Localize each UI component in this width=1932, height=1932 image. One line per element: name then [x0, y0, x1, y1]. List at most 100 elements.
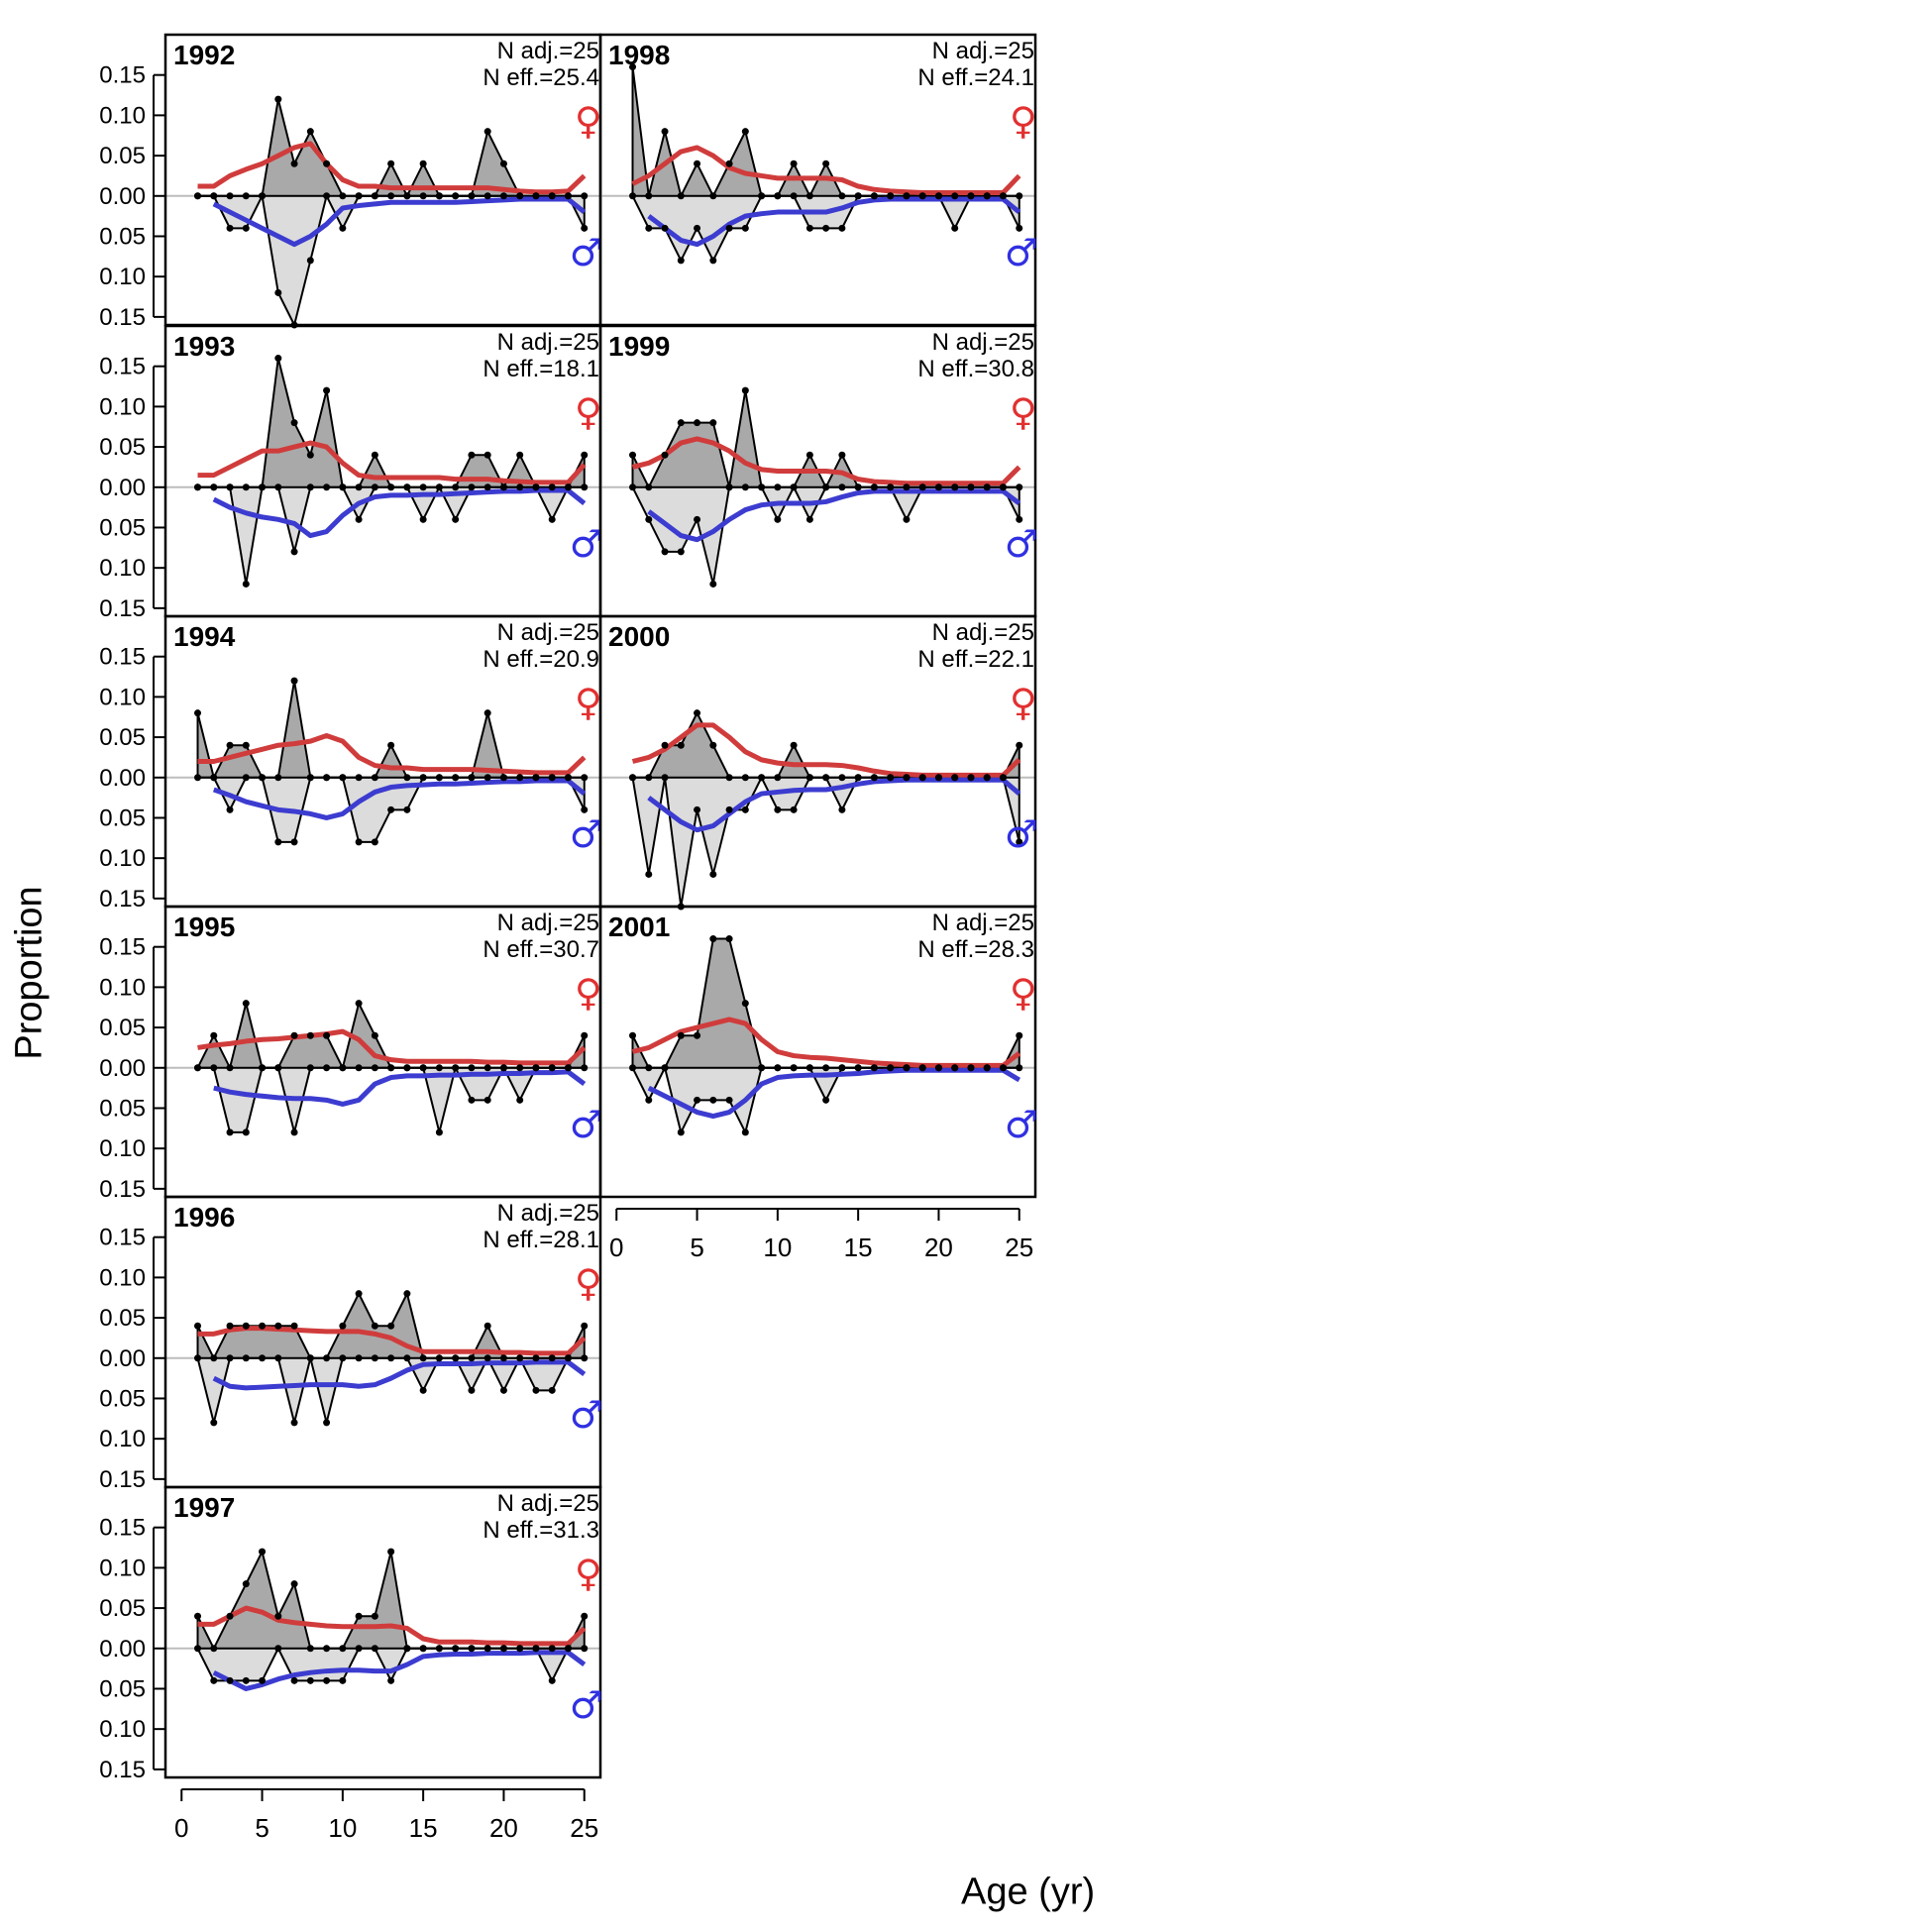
male-observed-point — [194, 1645, 202, 1653]
x-tick-label: 15 — [844, 1233, 873, 1262]
male-observed-point — [581, 483, 589, 491]
female-observed-point — [468, 451, 476, 459]
male-observed-point — [951, 483, 959, 491]
male-observed-point — [242, 580, 250, 588]
male-observed-point — [564, 1645, 572, 1653]
male-observed-point — [259, 192, 267, 200]
panel-year-label: 1999 — [608, 331, 670, 362]
male-observed-fill — [197, 486, 585, 585]
male-observed-point — [532, 483, 540, 491]
panel-year-label: 1995 — [173, 912, 235, 942]
male-observed-point — [499, 774, 507, 782]
male-observed-point — [323, 774, 331, 782]
male-observed-point — [355, 515, 363, 523]
x-tick-label: 25 — [1005, 1233, 1033, 1262]
male-observed-point — [387, 1354, 395, 1362]
y-tick-label: 0.10 — [99, 1426, 146, 1452]
male-observed-point — [887, 192, 895, 200]
male-observed-point — [387, 483, 395, 491]
x-tick-label: 10 — [328, 1813, 357, 1843]
female-observed-point — [483, 709, 491, 717]
female-observed-point — [274, 774, 282, 782]
female-observed-point — [226, 741, 234, 749]
male-observed-point — [323, 1064, 331, 1072]
panel-1999: 1999 N adj.=25N eff.=30.8 ♀ ♂ — [598, 324, 1038, 618]
y-tick-label: 0.10 — [99, 845, 146, 872]
y-tick-label: 0.05 — [99, 1305, 146, 1332]
male-observed-point — [790, 1064, 798, 1072]
male-observed-point — [741, 805, 749, 813]
male-observed-point — [435, 1354, 443, 1362]
female-observed-point — [805, 192, 813, 200]
male-observed-point — [694, 1096, 701, 1104]
female-observed-point — [194, 709, 202, 717]
female-observed-point — [210, 1031, 218, 1039]
female-observed-point — [548, 483, 556, 491]
n-eff-label: N eff.=28.3 — [917, 936, 1034, 963]
male-observed-point — [999, 1064, 1007, 1072]
male-observed-point — [210, 1676, 218, 1684]
male-observed-point — [468, 483, 476, 491]
female-observed-point — [725, 160, 733, 167]
female-observed-point — [661, 128, 669, 136]
female-observed-point — [242, 192, 250, 200]
male-observed-point — [854, 192, 862, 200]
male-observed-point — [725, 483, 733, 491]
male-observed-point — [838, 483, 846, 491]
male-observed-point — [838, 805, 846, 813]
panel-frame — [163, 1485, 602, 1779]
male-observed-point — [854, 483, 862, 491]
female-observed-point — [822, 1064, 830, 1072]
male-observed-point — [774, 515, 782, 523]
male-observed-point — [934, 192, 942, 200]
female-observed-point — [838, 192, 846, 200]
female-observed-point — [355, 1612, 363, 1620]
female-observed-point — [274, 95, 282, 103]
male-observed-point — [967, 1064, 975, 1072]
male-observed-point — [1016, 838, 1023, 846]
male-observed-point — [934, 483, 942, 491]
female-observed-point — [741, 774, 749, 782]
y-tick-label: 0.15 — [99, 595, 146, 622]
male-observed-point — [339, 224, 347, 232]
female-observed-point — [581, 451, 589, 459]
male-observed-point — [999, 192, 1007, 200]
male-observed-point — [355, 838, 363, 846]
male-observed-point — [468, 1096, 476, 1104]
female-observed-point — [290, 677, 298, 685]
male-observed-point — [822, 774, 830, 782]
female-observed-point — [694, 419, 701, 427]
female-observed-point — [226, 1322, 234, 1330]
y-tick-label: 0.05 — [99, 805, 146, 831]
female-observed-point — [645, 192, 653, 200]
x-tick-label: 0 — [609, 1233, 623, 1262]
female-observed-point — [371, 774, 378, 782]
male-observed-point — [822, 224, 830, 232]
y-tick-label: 0.00 — [99, 1055, 146, 1082]
male-observed-point — [758, 774, 766, 782]
female-symbol: ♀ — [575, 681, 602, 724]
male-observed-point — [629, 774, 637, 782]
male-observed-point — [532, 774, 540, 782]
x-tick-label: 25 — [570, 1813, 598, 1843]
male-observed-point — [499, 483, 507, 491]
male-observed-point — [306, 774, 314, 782]
female-observed-point — [725, 935, 733, 943]
male-observed-point — [339, 1676, 347, 1684]
male-observed-point — [403, 192, 411, 200]
male-observed-point — [741, 224, 749, 232]
male-observed-point — [629, 1064, 637, 1072]
x-axis-title: Age (yr) — [961, 1871, 1096, 1913]
female-observed-point — [274, 1612, 282, 1620]
female-observed-point — [581, 192, 589, 200]
male-observed-point — [548, 1676, 556, 1684]
male-observed-point — [290, 548, 298, 556]
female-observed-point — [677, 1031, 685, 1039]
female-observed-point — [499, 1354, 507, 1362]
male-observed-point — [194, 1354, 202, 1362]
male-observed-point — [548, 515, 556, 523]
male-observed-point — [274, 1064, 282, 1072]
female-observed-point — [387, 1322, 395, 1330]
male-observed-point — [242, 1676, 250, 1684]
male-observed-point — [371, 838, 378, 846]
